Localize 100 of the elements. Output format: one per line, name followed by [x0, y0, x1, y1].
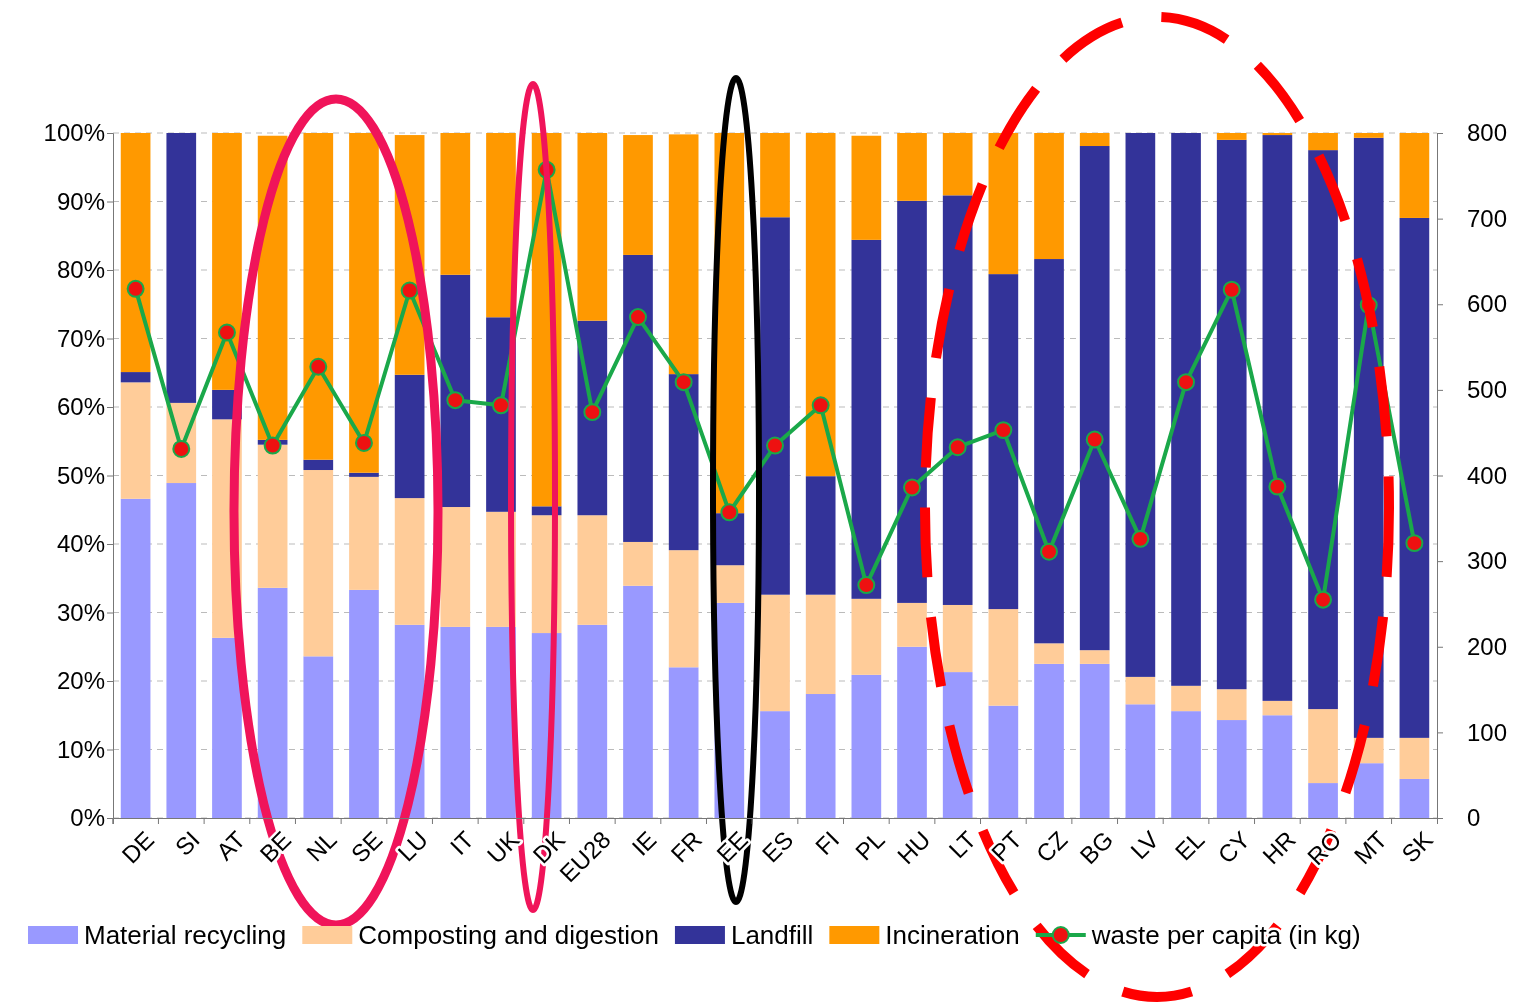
bar — [668, 134, 699, 375]
y-tick-label: 40% — [56, 530, 105, 558]
bar — [668, 374, 699, 551]
point — [1222, 280, 1241, 299]
bar — [897, 646, 927, 818]
bar — [1079, 650, 1110, 664]
y2-tick-label: 300 — [1467, 547, 1508, 575]
bar — [988, 705, 1019, 818]
bar — [394, 498, 425, 625]
point — [1177, 373, 1196, 392]
bar — [577, 624, 608, 818]
bar — [1399, 737, 1430, 779]
point — [994, 421, 1013, 440]
bar — [1034, 643, 1064, 664]
x-tick-label: LV — [1125, 825, 1164, 865]
y2-tick-label: 200 — [1467, 632, 1508, 660]
bar — [303, 656, 334, 818]
bar — [486, 133, 516, 318]
x-tick-label: UK — [481, 825, 525, 869]
point — [354, 434, 373, 452]
point — [720, 503, 739, 522]
bar — [1216, 139, 1247, 690]
x-tick-label: RO — [1301, 825, 1347, 871]
bar — [303, 133, 334, 460]
bar — [120, 382, 151, 499]
bar — [394, 374, 425, 499]
bar — [120, 133, 151, 373]
bar — [1034, 133, 1064, 260]
x-tick-label: SK — [1396, 825, 1438, 868]
bar — [440, 274, 471, 508]
point — [811, 396, 830, 415]
bar — [1262, 700, 1293, 716]
bar — [805, 476, 836, 595]
bar — [1308, 709, 1338, 784]
bar — [668, 550, 699, 668]
point — [446, 391, 465, 410]
point — [674, 373, 693, 392]
y2-tick-label: 400 — [1467, 461, 1508, 489]
y-tick-label: 90% — [56, 187, 105, 215]
bar — [1034, 259, 1064, 644]
point — [948, 438, 967, 457]
bar — [1216, 689, 1247, 721]
bar — [760, 133, 790, 218]
bar — [1171, 133, 1201, 686]
bar — [1353, 763, 1384, 818]
bar — [1353, 133, 1384, 138]
bar — [760, 217, 790, 595]
bar — [805, 594, 836, 695]
bar — [1125, 676, 1156, 705]
bar — [577, 133, 608, 321]
bar — [120, 372, 151, 383]
bar — [851, 674, 882, 818]
bar — [1079, 133, 1110, 147]
bar — [988, 274, 1019, 610]
x-tick-label: DE — [116, 825, 160, 869]
x-tick-label: MT — [1348, 825, 1393, 870]
bar — [851, 598, 882, 675]
bar — [1125, 133, 1156, 677]
legend-label: Material recycling — [84, 920, 287, 951]
point — [263, 436, 282, 455]
x-tick-label: HR — [1257, 825, 1301, 870]
x-tick-label: IE — [626, 825, 662, 861]
y2-tick-label: 600 — [1467, 290, 1508, 318]
point — [126, 279, 145, 298]
bar — [897, 133, 927, 201]
bar — [303, 470, 334, 657]
bar — [257, 587, 288, 818]
bar — [1171, 711, 1201, 818]
point — [1040, 542, 1058, 561]
y-tick-label: 50% — [56, 461, 105, 489]
bar — [349, 589, 379, 818]
point — [1314, 590, 1333, 609]
bar — [440, 626, 471, 818]
x-tick-label: ES — [756, 825, 799, 868]
bar — [988, 133, 1019, 275]
point — [400, 281, 419, 300]
bar — [805, 694, 836, 818]
legend-label: Composting and digestion — [358, 920, 659, 951]
y2-tick-label: 700 — [1467, 204, 1508, 232]
bar — [623, 135, 653, 255]
point — [903, 478, 921, 497]
bar — [1034, 663, 1064, 818]
bar — [166, 483, 197, 818]
bar — [349, 472, 379, 477]
y-tick-label: 10% — [56, 735, 105, 763]
bar — [349, 133, 379, 473]
x-tick-label: CY — [1212, 825, 1256, 869]
bar — [851, 135, 882, 240]
bar — [942, 133, 973, 196]
bar — [349, 476, 379, 590]
bar — [897, 200, 927, 603]
bar — [440, 507, 471, 627]
bar — [212, 133, 242, 390]
point — [766, 436, 784, 455]
x-tick-label: SE — [345, 825, 388, 868]
bar — [257, 444, 288, 588]
x-tick-label: AT — [210, 825, 251, 866]
point — [492, 396, 510, 415]
bar — [760, 594, 790, 712]
bar — [303, 459, 334, 471]
